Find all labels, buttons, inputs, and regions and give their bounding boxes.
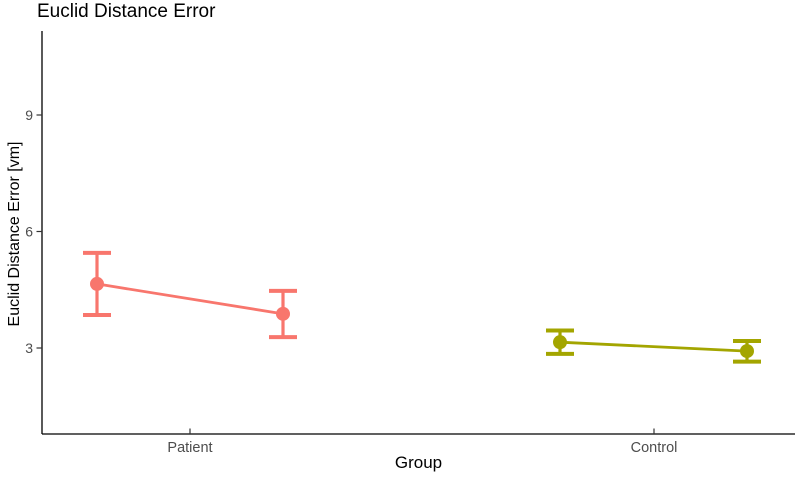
data-point bbox=[90, 276, 104, 291]
x-tick-label: Patient bbox=[167, 440, 212, 456]
x-axis-title: Group bbox=[394, 453, 443, 472]
data-point bbox=[553, 335, 567, 350]
series-line bbox=[96, 282, 284, 316]
series-line bbox=[559, 340, 748, 353]
y-tick-label: 6 bbox=[25, 224, 33, 240]
x-tick-label: Control bbox=[631, 440, 678, 456]
y-tick-label: 9 bbox=[25, 107, 33, 123]
y-axis-title: Euclid Distance Error [vm] bbox=[6, 141, 23, 327]
data-point bbox=[740, 344, 754, 359]
y-tick-label: 3 bbox=[25, 340, 33, 356]
data-point bbox=[276, 306, 290, 321]
chart-title: Euclid Distance Error bbox=[37, 1, 216, 22]
